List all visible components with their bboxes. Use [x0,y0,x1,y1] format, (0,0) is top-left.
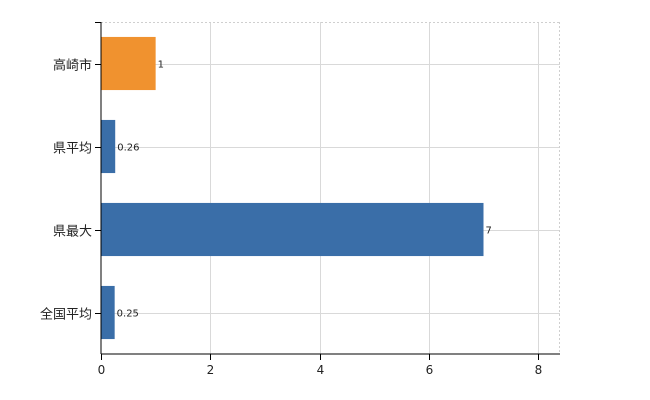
y-category-label-0: 高崎市 [53,58,92,74]
bar-0 [101,36,156,91]
data-labels: 1 0.26 7 0.25 [117,60,492,320]
grid [101,22,560,354]
data-label-1: 0.26 [117,143,139,154]
bars [101,36,484,340]
axes [100,22,560,355]
x-tick-label-0: 0 [98,363,106,377]
data-label-0: 1 [158,60,164,71]
data-label-2: 7 [486,226,492,237]
x-tick-label-6: 6 [426,363,434,377]
y-category-label-1: 県平均 [53,142,92,157]
x-tick-label-2: 2 [207,363,215,377]
bar-3 [101,285,115,340]
bar-2 [101,202,484,257]
x-tick-label-4: 4 [317,363,325,377]
y-category-label-3: 全国平均 [40,307,92,323]
data-label-3: 0.25 [117,309,139,320]
x-tick-label-8: 8 [535,363,543,377]
y-category-label-2: 県最大 [53,225,92,240]
bar-1 [101,119,116,174]
x-axis-ticks: 0 2 4 6 8 [95,22,543,377]
